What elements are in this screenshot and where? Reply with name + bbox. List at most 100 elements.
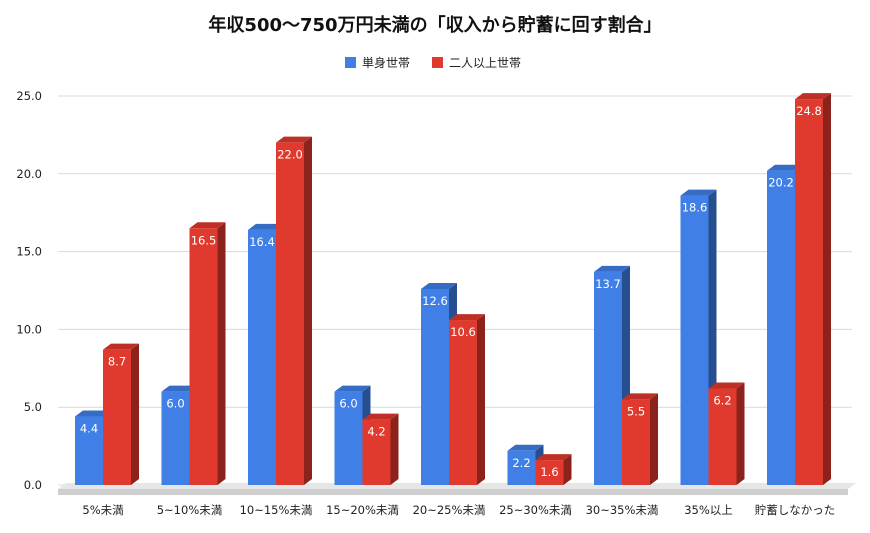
- bar-front: [449, 320, 477, 485]
- bar: [535, 454, 572, 485]
- bar: [362, 413, 399, 485]
- data-label: 22.0: [277, 148, 303, 162]
- data-label: 1.6: [540, 465, 558, 479]
- bar-top: [449, 314, 485, 321]
- bar-top: [535, 454, 572, 461]
- data-label: 2.2: [512, 456, 530, 470]
- data-label: 24.8: [796, 104, 822, 118]
- bar-side: [131, 343, 139, 485]
- bar-top: [103, 343, 139, 350]
- data-label: 16.5: [191, 233, 217, 247]
- data-labels: 4.4 8.7 6.0 16.5 16.4 22.0 6.0 4.2 12.6 10.6 2.2 1.…: [80, 104, 822, 479]
- bar-side: [217, 222, 226, 485]
- bar-side: [736, 382, 745, 485]
- x-category-label: 30~35%未満: [586, 503, 659, 517]
- bar-front: [362, 419, 391, 485]
- bar: [449, 314, 485, 485]
- floor-front: [58, 489, 848, 495]
- bar-front: [421, 288, 449, 485]
- bar: [189, 222, 226, 485]
- legend-label: 二人以上世帯: [449, 56, 521, 70]
- x-category-label: 貯蓄しなかった: [755, 503, 836, 517]
- x-category-label: 35%以上: [684, 503, 733, 517]
- bar-top: [161, 385, 198, 392]
- data-label: 13.7: [595, 277, 621, 291]
- bars: [75, 93, 831, 486]
- legend-label: 単身世帯: [362, 55, 410, 70]
- legend-swatch: [432, 57, 443, 68]
- y-tick-label: 25.0: [16, 89, 42, 103]
- data-label: 16.4: [249, 235, 275, 249]
- bar-front: [75, 416, 103, 485]
- y-tick-label: 15.0: [16, 245, 42, 259]
- bar: [708, 382, 745, 485]
- data-label: 4.2: [367, 425, 385, 439]
- x-category-label: 25~30%未満: [499, 503, 572, 517]
- x-category-label: 10~15%未満: [240, 503, 313, 517]
- bar-front: [276, 142, 304, 485]
- data-label: 18.6: [682, 201, 708, 215]
- bar: [276, 136, 312, 485]
- data-label: 12.6: [422, 294, 448, 308]
- bar-top: [767, 164, 803, 171]
- bar-front: [708, 388, 737, 485]
- bar-front: [161, 391, 190, 485]
- bar-front: [103, 349, 131, 485]
- bar: [622, 393, 658, 485]
- x-category-label: 15~20%未満: [326, 503, 399, 517]
- bar-front: [248, 229, 276, 485]
- bar-top: [362, 413, 399, 420]
- data-label: 10.6: [450, 325, 476, 339]
- data-label: 8.7: [108, 355, 126, 369]
- bar-side: [477, 314, 485, 485]
- chart-title: 年収500〜750万円未満の「収入から貯蓄に回す割合」: [208, 14, 661, 36]
- data-label: 6.2: [713, 394, 731, 408]
- x-category-label: 5%未満: [82, 503, 123, 517]
- y-axis-ticks: 0.0 5.0 10.0 15.0 20.0 25.0: [16, 89, 42, 492]
- x-category-label: 5~10%未満: [157, 503, 223, 517]
- y-tick-label: 0.0: [24, 478, 42, 492]
- y-tick-label: 5.0: [24, 400, 42, 414]
- data-label: 5.5: [627, 404, 645, 418]
- bar-top: [795, 93, 831, 100]
- bar-side: [390, 413, 399, 485]
- bar-top: [248, 223, 284, 230]
- bar-top: [708, 382, 745, 389]
- bar-front: [594, 271, 622, 485]
- bar-side: [650, 393, 658, 485]
- bar-front: [680, 195, 709, 486]
- legend: 単身世帯 二人以上世帯: [345, 55, 521, 70]
- bar-front: [535, 460, 564, 485]
- bar-top: [334, 385, 371, 392]
- bar-front: [334, 391, 363, 485]
- bar-top: [507, 444, 544, 451]
- bar-top: [680, 189, 717, 196]
- bar-front: [189, 228, 218, 485]
- bar-top: [594, 265, 630, 272]
- bar-side: [563, 454, 572, 485]
- bar-front: [767, 170, 795, 486]
- data-label: 20.2: [768, 176, 794, 190]
- data-label: 6.0: [166, 397, 184, 411]
- bar-side: [823, 93, 831, 485]
- x-category-label: 20~25%未満: [413, 503, 486, 517]
- bar-top: [421, 282, 457, 289]
- bar: [795, 93, 831, 485]
- legend-swatch: [345, 57, 356, 68]
- y-tick-label: 20.0: [16, 167, 42, 181]
- bar-top: [276, 136, 312, 143]
- bar-front: [622, 399, 650, 485]
- bar-top: [75, 410, 111, 417]
- bar-side: [304, 136, 312, 485]
- bar-top: [622, 393, 658, 400]
- bar-top: [189, 222, 226, 229]
- y-tick-label: 10.0: [16, 322, 42, 336]
- data-label: 6.0: [339, 397, 357, 411]
- bar-front: [795, 99, 823, 485]
- bar: [103, 343, 139, 485]
- x-axis-categories: 5%未満 5~10%未満 10~15%未満 15~20%未満 20~25%未満 25~30…: [82, 503, 835, 517]
- data-label: 4.4: [80, 422, 98, 436]
- bar-front: [507, 450, 536, 485]
